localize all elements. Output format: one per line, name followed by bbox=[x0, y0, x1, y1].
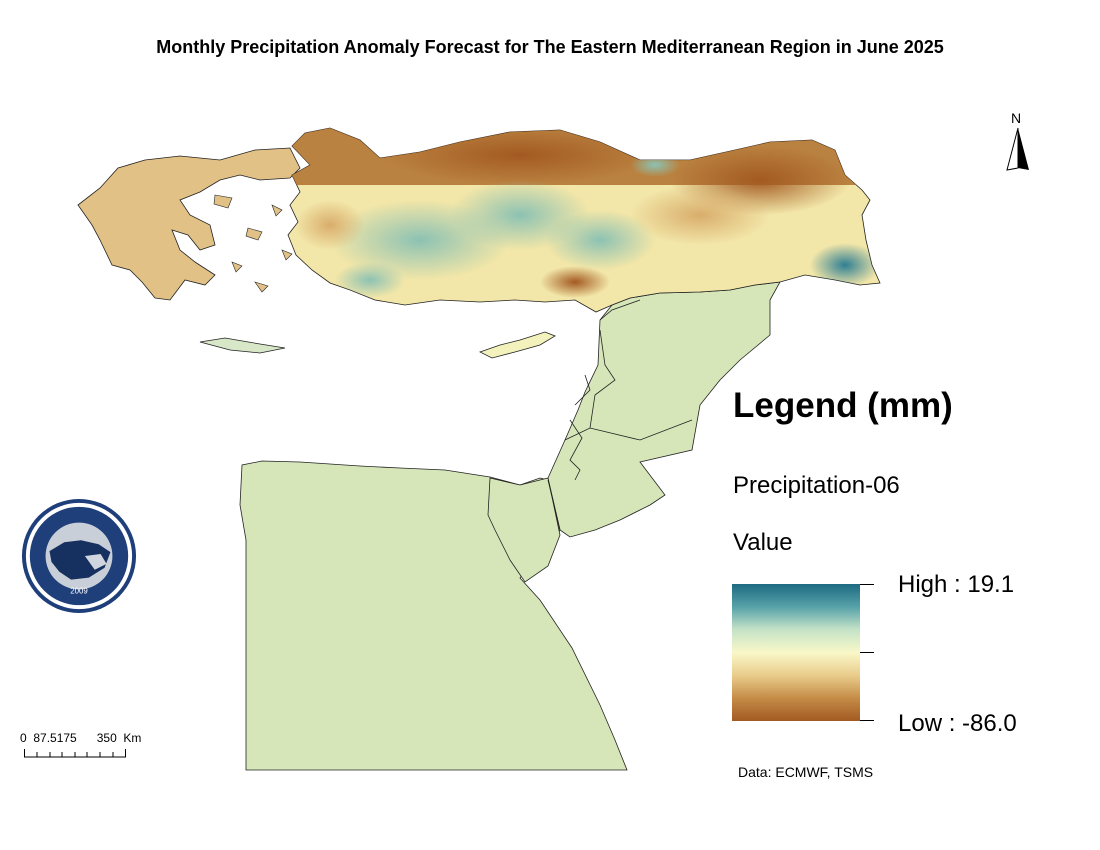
legend-layer-name: Precipitation-06 bbox=[733, 472, 900, 499]
legend-tick-high bbox=[860, 584, 874, 585]
levant-region bbox=[547, 281, 781, 538]
legend-tick-low bbox=[860, 720, 874, 721]
country-borders bbox=[547, 299, 693, 531]
cyprus-island bbox=[478, 331, 556, 359]
sinai-region bbox=[487, 477, 561, 583]
legend-high-label: High : 19.1 bbox=[898, 571, 1015, 598]
legend-title: Legend (mm) bbox=[733, 386, 953, 425]
greece-region bbox=[77, 147, 301, 301]
scale-bar bbox=[24, 749, 126, 758]
legend-field-name: Value bbox=[733, 529, 793, 556]
emcc-logo: 2009 bbox=[21, 498, 137, 614]
logo-year: 2009 bbox=[70, 586, 87, 595]
legend-color-ramp bbox=[732, 584, 860, 721]
north-arrow-label: N bbox=[1011, 110, 1022, 126]
data-source-credit: Data: ECMWF, TSMS bbox=[738, 764, 874, 780]
aegean-islands bbox=[213, 194, 293, 293]
legend-tick-mid bbox=[860, 652, 874, 653]
scale-bar-labels: 0 87.5175 350 Km bbox=[20, 731, 142, 745]
crete-island bbox=[199, 337, 286, 354]
north-arrow-icon bbox=[1006, 127, 1029, 171]
map-title: Monthly Precipitation Anomaly Forecast f… bbox=[156, 37, 944, 57]
precipitation-anomaly-field bbox=[288, 128, 880, 298]
legend-low-label: Low : -86.0 bbox=[898, 710, 1017, 737]
